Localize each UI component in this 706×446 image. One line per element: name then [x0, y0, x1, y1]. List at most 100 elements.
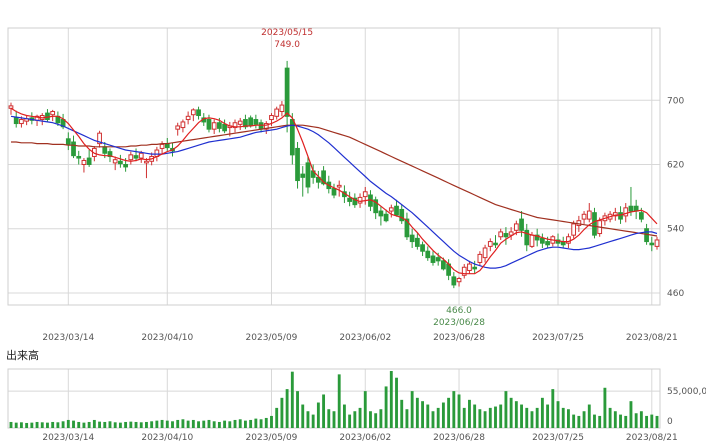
candle-body: [133, 155, 139, 159]
volume-bar: [504, 391, 508, 428]
volume-bar: [520, 404, 523, 428]
volume-bar: [322, 394, 326, 428]
volume-bar: [14, 422, 18, 428]
candle-body: [185, 115, 191, 121]
volume-bar: [160, 419, 164, 428]
volume-bar: [567, 409, 570, 428]
price-frame-border: [7, 27, 661, 306]
volume-bar: [608, 407, 612, 428]
candle-body: [540, 237, 545, 244]
volume-bar: [66, 419, 70, 428]
candle-body: [237, 120, 243, 125]
volume-bar: [56, 422, 60, 428]
candle-body: [441, 260, 446, 270]
candle-body: [102, 146, 108, 154]
volume-bar: [217, 421, 221, 428]
volume-bar: [129, 421, 133, 428]
volume-x-tick-label: 2023/07/25: [532, 433, 584, 443]
volume-bar: [165, 420, 169, 428]
volume-bar: [82, 422, 86, 428]
volume-bar: [77, 421, 81, 428]
volume-bar: [337, 374, 341, 428]
candle-body: [461, 266, 467, 276]
candle-body: [243, 119, 248, 128]
volume-bar: [415, 397, 419, 428]
candle-body: [654, 239, 660, 247]
candlestick-series: [8, 60, 660, 289]
volume-bar: [108, 421, 112, 428]
candle-body: [118, 160, 123, 165]
volume-bar: [40, 422, 44, 428]
volume-bar: [259, 419, 263, 428]
volume-bar: [244, 420, 247, 428]
volume-bar: [645, 415, 649, 428]
volume-bar: [72, 420, 75, 428]
candle-body: [482, 247, 488, 259]
candle-body: [373, 199, 379, 214]
volume-bar: [327, 409, 331, 428]
volume-bar: [572, 414, 576, 428]
volume-bar: [421, 401, 424, 428]
candle-body: [644, 228, 649, 243]
candle-body: [347, 197, 353, 202]
candle-body: [571, 223, 577, 236]
volume-bar: [264, 417, 268, 428]
volume-bar: [488, 407, 492, 428]
volume-bar: [462, 407, 466, 428]
candle-body: [529, 234, 535, 247]
volume-bar: [113, 422, 117, 428]
volume-bar: [254, 418, 258, 428]
volume-x-tick-label: 2023/03/14: [42, 433, 94, 443]
volume-bar: [92, 419, 96, 428]
candle-body: [477, 253, 483, 263]
candle-body: [19, 119, 24, 125]
price-x-tick-label: 2023/05/09: [246, 333, 298, 343]
candle-body: [435, 257, 441, 262]
high-date-label: 2023/05/15: [261, 28, 313, 38]
candle-body: [97, 132, 102, 145]
volume-bar: [452, 391, 456, 428]
volume-bar: [540, 397, 544, 428]
candle-body: [508, 231, 514, 236]
candle-body: [451, 276, 457, 286]
candle-body: [305, 162, 311, 188]
volume-x-tick-label: 2023/06/28: [433, 433, 485, 443]
candle-body: [248, 117, 254, 126]
candle-body: [263, 123, 269, 130]
volume-bar: [19, 422, 23, 428]
volume-bar: [155, 420, 159, 428]
candle-body: [623, 207, 629, 217]
volume-bar: [441, 402, 445, 428]
candle-body: [107, 151, 113, 157]
candle-body: [487, 241, 493, 247]
low-date-label: 2023/06/28: [433, 318, 485, 328]
volume-bar: [176, 419, 180, 428]
candle-body: [128, 154, 134, 161]
candle-body: [649, 242, 655, 246]
candle-body: [253, 119, 259, 125]
candle-body: [331, 188, 337, 196]
candle-body: [211, 122, 217, 130]
candle-body: [144, 160, 149, 164]
volume-bar: [619, 414, 622, 428]
candle-body: [472, 266, 478, 270]
volume-bars: [9, 371, 659, 428]
volume-bar: [238, 419, 242, 428]
candle-body: [357, 196, 363, 204]
candle-body: [284, 67, 290, 117]
volume-bar: [348, 414, 352, 428]
volume-bar: [342, 404, 346, 428]
candle-body: [81, 159, 87, 165]
volume-bar: [613, 411, 617, 428]
volume-bar: [410, 391, 414, 428]
candle-body: [336, 184, 342, 188]
volume-bar: [473, 404, 477, 428]
price-tick-label: 700: [667, 96, 684, 106]
candle-body: [362, 191, 368, 198]
volume-bar: [650, 414, 654, 428]
volume-bar: [223, 420, 227, 428]
volume-bar: [306, 411, 310, 428]
volume-bar: [212, 421, 216, 428]
volume-bar: [30, 422, 34, 428]
volume-x-tick-label: 2023/08/21: [626, 433, 678, 443]
